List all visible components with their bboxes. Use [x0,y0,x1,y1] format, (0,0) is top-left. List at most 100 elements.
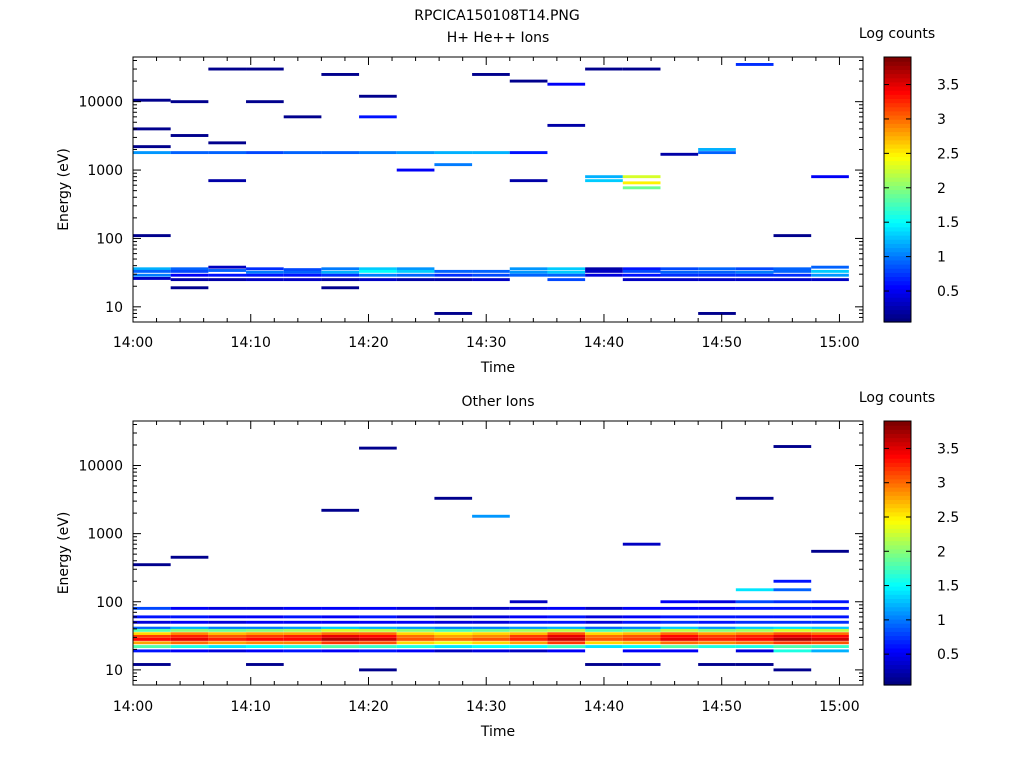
colorbar-swatch [884,247,911,253]
heatmap-cell [735,634,774,638]
heatmap-cell [396,649,435,653]
colorbar-swatch [884,445,911,451]
heatmap-cell [472,273,510,277]
heatmap-cell [170,641,209,645]
panel-title: Other Ions [461,394,534,410]
heatmap-cell [585,175,623,179]
heatmap-cell [321,615,360,619]
heatmap-cell [773,600,812,604]
heatmap-cell [698,273,736,277]
colorbar-swatch [884,639,911,645]
heatmap-cell [170,267,209,271]
heatmap-cell [321,626,360,630]
x-tick-label: 14:10 [231,699,271,715]
heatmap-cell [359,634,397,638]
heatmap-cell [509,620,548,624]
colorbar-label: Log counts [859,26,935,42]
heatmap-cell [773,626,812,630]
colorbar-swatch [884,454,911,459]
heatmap-cell [396,634,435,638]
colorbar-swatch [884,239,911,244]
heatmap-cell [547,620,586,624]
heatmap-cell [359,273,397,277]
colorbar-swatch [884,581,911,587]
heatmap-cell [472,620,510,624]
heatmap-cell [359,632,397,636]
heatmap-cell [321,637,360,641]
heatmap-cell [246,663,284,666]
heatmap-cell [622,634,661,638]
heatmap-cell [660,278,699,282]
colorbar-tick-label: 2.5 [937,146,959,162]
heatmap-cell [133,663,171,666]
heatmap-cell [133,628,171,632]
colorbar-swatch [884,57,911,62]
heatmap-cell [585,179,623,183]
colorbar-tick-label: 1.5 [937,215,959,231]
heatmap-cell [283,615,322,619]
heatmap-cell [547,273,586,277]
colorbar-swatch [884,235,911,240]
heatmap-cell [811,278,849,282]
heatmap-cell [622,273,661,277]
colorbar-tick-label: 3.5 [937,78,959,94]
x-tick-label: 14:50 [702,335,742,351]
heatmap-cell [359,620,397,624]
colorbar-swatch [884,280,911,286]
heatmap-cell [246,626,284,630]
heatmap-cell [509,641,548,645]
colorbar-swatch [884,482,911,488]
heatmap-cell [396,151,435,155]
heatmap-cell [660,600,699,604]
heatmap-cell [208,179,247,183]
heatmap-cell [773,606,812,610]
heatmap-cell [698,637,736,641]
heatmap-cell [811,606,849,610]
heatmap-cell [547,626,586,630]
heatmap-cell [246,151,284,155]
colorbar-swatch [884,276,911,282]
heatmap-cell [509,600,548,604]
heatmap-cell [133,645,171,648]
heatmap-cell [208,626,247,630]
heatmap-cell [170,645,209,648]
heatmap-cell [434,606,473,610]
heatmap-cell [246,278,284,282]
colorbar-swatch [884,656,911,661]
heatmap-cell [283,641,322,645]
heatmap-cell [547,267,586,271]
heatmap-cell [434,649,473,653]
heatmap-cell [246,628,284,632]
colorbar-swatch [884,268,911,273]
heatmap-cell [773,615,812,619]
heatmap-cell [622,606,661,610]
heatmap-cell [321,620,360,624]
colorbar-swatch [884,288,911,294]
heatmap-cell [585,628,623,632]
heatmap-cell [133,269,171,273]
colorbar-swatch [884,631,911,637]
colorbar-swatch [884,309,911,315]
heatmap-cell [246,632,284,636]
heatmap-cell [434,163,473,167]
heatmap-cell [133,634,171,638]
heatmap-cell [735,649,774,653]
heatmap-cell [622,620,661,624]
heatmap-cell [660,645,699,648]
heatmap-cell [698,606,736,610]
heatmap-cell [585,634,623,638]
colorbar-swatch [884,565,911,571]
colorbar-swatch [884,429,911,434]
heatmap-cell [434,641,473,645]
heatmap-cells [133,445,849,672]
heatmap-cell [735,270,774,274]
x-tick-label: 14:40 [584,335,624,351]
heatmap-cell [811,273,849,277]
colorbar-swatch [884,106,911,112]
colorbar-swatch [884,433,911,439]
heatmap-cell [472,649,510,653]
heatmap-cell [735,645,774,648]
heatmap-cell [811,549,849,553]
colorbar-swatch [884,214,911,220]
colorbar-swatch [884,594,911,599]
